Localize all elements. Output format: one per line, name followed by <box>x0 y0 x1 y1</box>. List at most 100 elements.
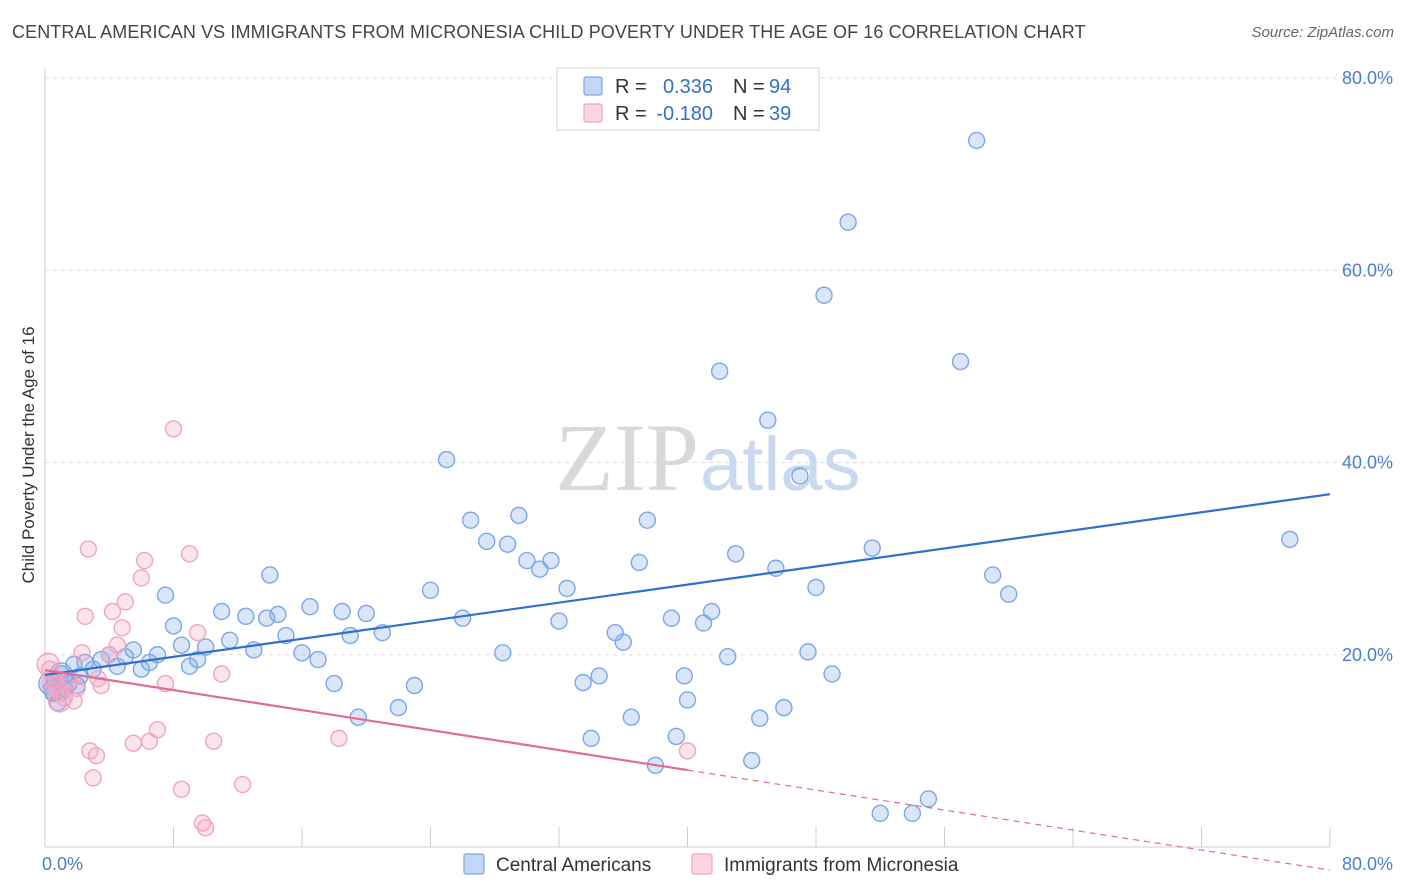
data-point <box>630 553 649 572</box>
bottom-legend-swatch <box>691 853 713 875</box>
data-point <box>68 679 86 698</box>
source-label: Source: ZipAtlas.com <box>1251 24 1394 41</box>
data-point <box>103 602 122 621</box>
data-point <box>212 665 231 683</box>
data-point <box>710 362 729 380</box>
data-point <box>667 727 685 746</box>
data-point <box>193 814 212 832</box>
data-point <box>751 709 769 727</box>
axes <box>44 68 1331 848</box>
legend-n-value: 94 <box>769 76 791 98</box>
data-point <box>237 607 255 625</box>
y-tick-label: 20.0% <box>1342 645 1393 665</box>
legend-r-label: R = <box>615 76 647 98</box>
legend: R = 0.336 N = 94 R = -0.180 N = 39 <box>556 67 820 131</box>
data-point <box>79 540 98 558</box>
data-point <box>967 131 986 150</box>
data-point <box>550 612 568 630</box>
data-point <box>204 732 223 750</box>
legend-r-value: -0.180 <box>656 103 713 125</box>
trend-line-dashed-1 <box>687 769 1331 871</box>
data-point <box>823 665 841 683</box>
data-point <box>638 511 657 529</box>
trend-lines <box>44 493 1331 871</box>
data-point <box>678 691 697 709</box>
data-point <box>799 643 817 661</box>
bottom-legend-label: Immigrants from Micronesia <box>724 855 959 876</box>
data-point <box>269 605 287 624</box>
data-point <box>421 581 440 600</box>
data-point <box>333 602 351 621</box>
bottom-legend: Central Americans Immigrants from Microne… <box>463 853 959 876</box>
legend-r-value: 0.336 <box>663 76 713 98</box>
data-point <box>325 674 343 693</box>
legend-n-label: N = <box>733 103 765 125</box>
data-point <box>614 633 632 651</box>
data-point <box>726 545 745 563</box>
data-point <box>622 708 640 726</box>
data-point <box>124 734 143 752</box>
data-point <box>510 506 528 525</box>
data-point <box>743 751 761 770</box>
data-point <box>341 626 359 645</box>
data-point <box>233 775 252 794</box>
data-point <box>76 607 94 625</box>
data-point <box>498 535 517 553</box>
data-point <box>815 286 833 304</box>
data-point <box>188 650 207 669</box>
data-point <box>702 602 721 621</box>
data-point <box>951 352 970 371</box>
data-point <box>590 667 608 685</box>
data-point <box>582 729 600 748</box>
data-point <box>574 673 592 692</box>
data-point <box>357 604 375 623</box>
data-point <box>212 602 231 621</box>
data-point <box>196 819 215 837</box>
data-point <box>116 593 135 611</box>
data-point <box>172 780 191 799</box>
watermark-zip: ZIP <box>555 404 699 511</box>
data-point <box>478 532 496 551</box>
y-tick-label: 60.0% <box>1342 260 1393 280</box>
data-point <box>791 467 809 485</box>
data-point <box>261 566 279 584</box>
data-point <box>156 586 175 604</box>
data-point <box>863 539 881 557</box>
data-point <box>839 213 857 231</box>
data-point <box>330 729 348 748</box>
data-point <box>293 644 311 662</box>
series-central-americans <box>38 131 1299 823</box>
data-point <box>662 609 681 627</box>
y-axis-label: Child Poverty Under the Age of 16 <box>19 326 38 583</box>
y-tick-label: 40.0% <box>1342 453 1393 473</box>
watermark: ZIP atlas <box>555 404 861 511</box>
data-point <box>164 420 183 438</box>
data-point <box>405 676 424 695</box>
data-point <box>675 667 693 685</box>
data-point <box>807 578 825 597</box>
data-point-cluster <box>47 689 72 713</box>
data-point <box>113 619 131 637</box>
x-tick-label: 0.0% <box>42 854 83 874</box>
data-point <box>301 597 319 616</box>
data-point <box>871 804 889 823</box>
data-point <box>84 769 102 787</box>
data-point <box>309 650 327 669</box>
data-point <box>87 746 106 765</box>
data-point <box>148 721 167 739</box>
data-point <box>135 551 154 570</box>
data-point <box>718 647 737 666</box>
data-point <box>172 636 191 654</box>
data-point <box>558 579 576 598</box>
data-point <box>132 569 151 587</box>
data-point <box>257 609 276 627</box>
data-point <box>1281 530 1299 549</box>
data-point <box>221 631 239 650</box>
bottom-legend-swatch <box>463 853 485 875</box>
data-point <box>759 411 777 429</box>
trend-line-1 <box>44 669 688 772</box>
data-point <box>108 636 126 654</box>
data-point <box>453 609 472 627</box>
x-tick-labels: 0.0% 80.0% <box>42 854 1393 874</box>
y-tick-label: 80.0% <box>1342 68 1393 88</box>
